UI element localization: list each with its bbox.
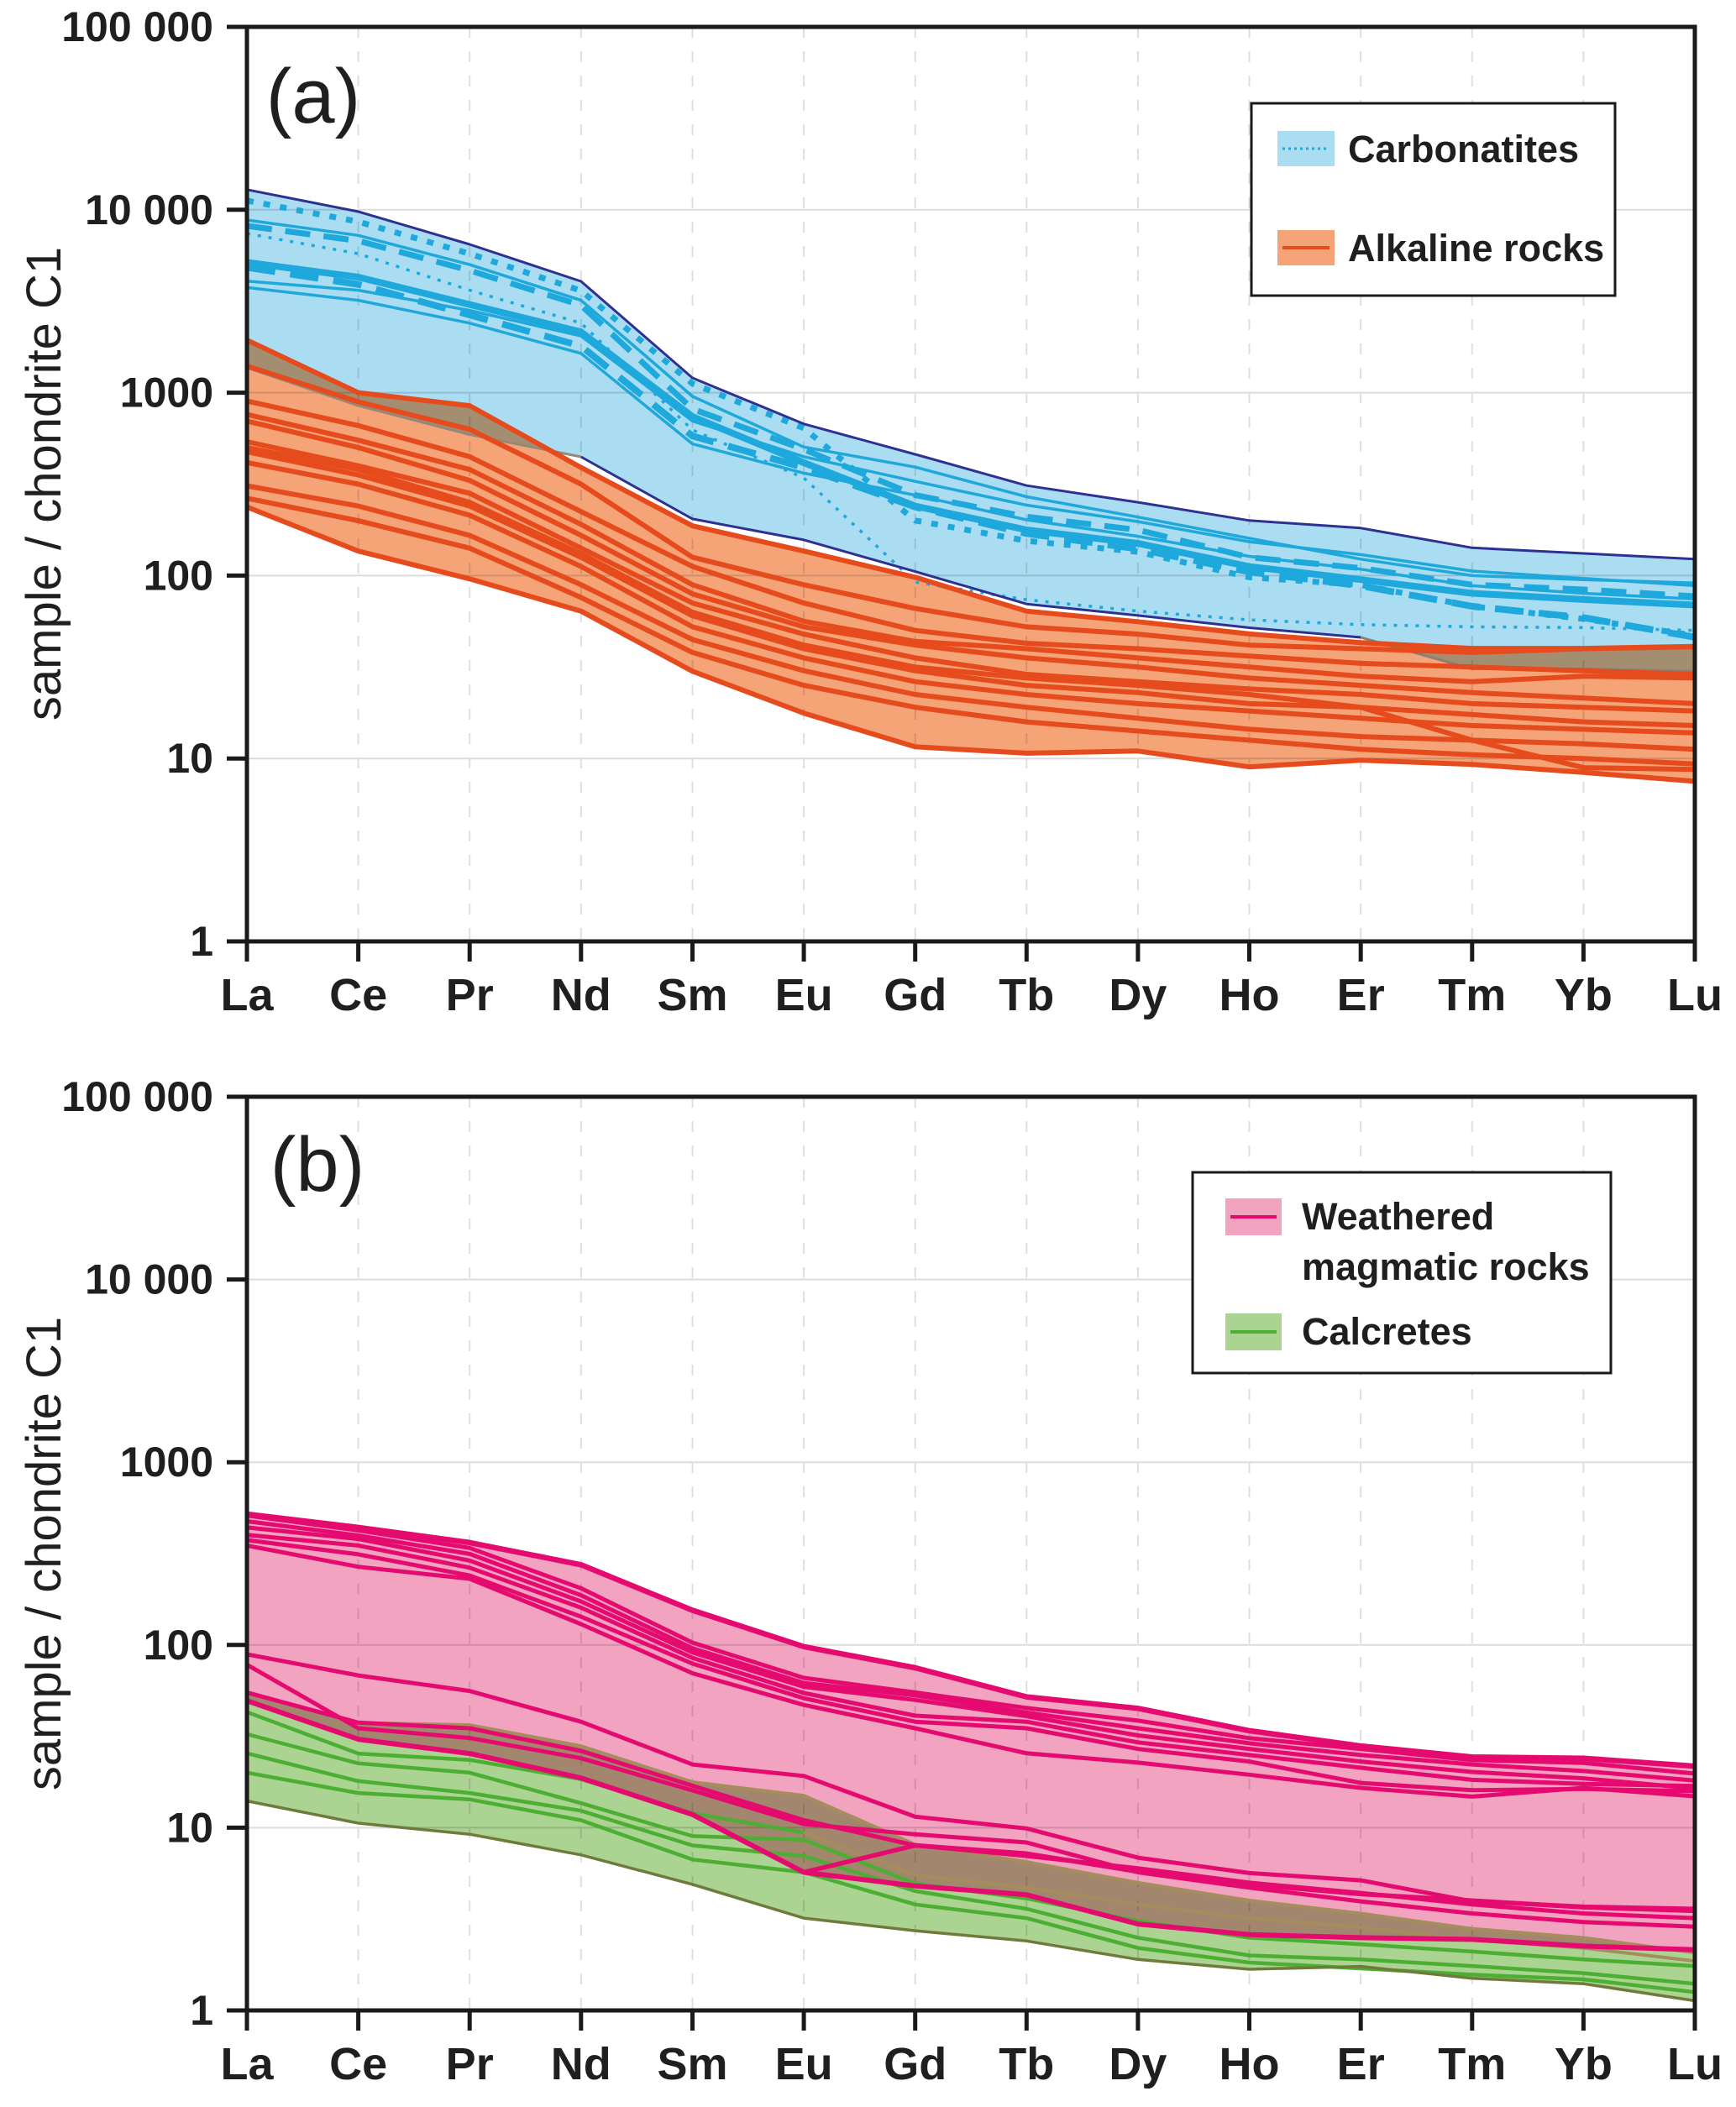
svg-text:100 000: 100 000 — [61, 3, 213, 50]
svg-text:Er: Er — [1337, 2039, 1385, 2089]
svg-text:Tm: Tm — [1438, 970, 1506, 1020]
svg-text:(b): (b) — [270, 1122, 365, 1208]
svg-text:Yb: Yb — [1555, 970, 1613, 1020]
svg-text:sample / chondrite C1: sample / chondrite C1 — [17, 247, 71, 721]
svg-text:Dy: Dy — [1109, 970, 1167, 1020]
svg-text:Pr: Pr — [446, 2039, 494, 2089]
svg-text:Yb: Yb — [1555, 2039, 1613, 2089]
svg-text:La: La — [220, 2039, 274, 2089]
svg-text:Nd: Nd — [551, 970, 611, 1020]
svg-text:Nd: Nd — [551, 2039, 611, 2089]
svg-text:magmatic rocks: magmatic rocks — [1302, 1245, 1590, 1288]
svg-text:100 000: 100 000 — [61, 1073, 213, 1120]
svg-text:10 000: 10 000 — [85, 1256, 213, 1303]
svg-text:Dy: Dy — [1109, 2039, 1167, 2089]
svg-text:Tb: Tb — [999, 2039, 1054, 2089]
svg-text:1: 1 — [190, 1987, 213, 2034]
svg-text:10: 10 — [166, 1804, 213, 1851]
svg-text:Ho: Ho — [1219, 970, 1280, 1020]
svg-text:Tb: Tb — [999, 970, 1054, 1020]
svg-text:Alkaline rocks: Alkaline rocks — [1348, 227, 1604, 270]
svg-text:sample / chondrite C1: sample / chondrite C1 — [17, 1317, 71, 1790]
svg-text:La: La — [220, 970, 274, 1020]
svg-text:10: 10 — [166, 735, 213, 782]
svg-text:Eu: Eu — [775, 970, 833, 1020]
svg-text:100: 100 — [144, 1622, 213, 1669]
svg-text:Gd: Gd — [884, 2039, 947, 2089]
svg-text:1000: 1000 — [120, 1439, 213, 1486]
svg-text:1000: 1000 — [120, 370, 213, 417]
svg-text:Sm: Sm — [657, 2039, 727, 2089]
svg-text:10 000: 10 000 — [85, 186, 213, 233]
svg-text:Ho: Ho — [1219, 2039, 1280, 2089]
svg-text:Gd: Gd — [884, 970, 947, 1020]
svg-text:100: 100 — [144, 552, 213, 599]
svg-text:Eu: Eu — [775, 2039, 833, 2089]
svg-text:1: 1 — [190, 918, 213, 965]
svg-text:Ce: Ce — [329, 970, 387, 1020]
svg-text:Calcretes: Calcretes — [1302, 1310, 1472, 1353]
svg-text:Weathered: Weathered — [1302, 1195, 1494, 1238]
svg-text:Pr: Pr — [446, 970, 494, 1020]
svg-text:Er: Er — [1337, 970, 1385, 1020]
svg-text:Sm: Sm — [657, 970, 727, 1020]
svg-text:(a): (a) — [266, 54, 360, 139]
svg-text:Lu: Lu — [1667, 2039, 1723, 2089]
svg-text:Lu: Lu — [1667, 970, 1723, 1020]
svg-text:Carbonatites: Carbonatites — [1348, 128, 1579, 170]
svg-text:Tm: Tm — [1438, 2039, 1506, 2089]
svg-text:Ce: Ce — [329, 2039, 387, 2089]
